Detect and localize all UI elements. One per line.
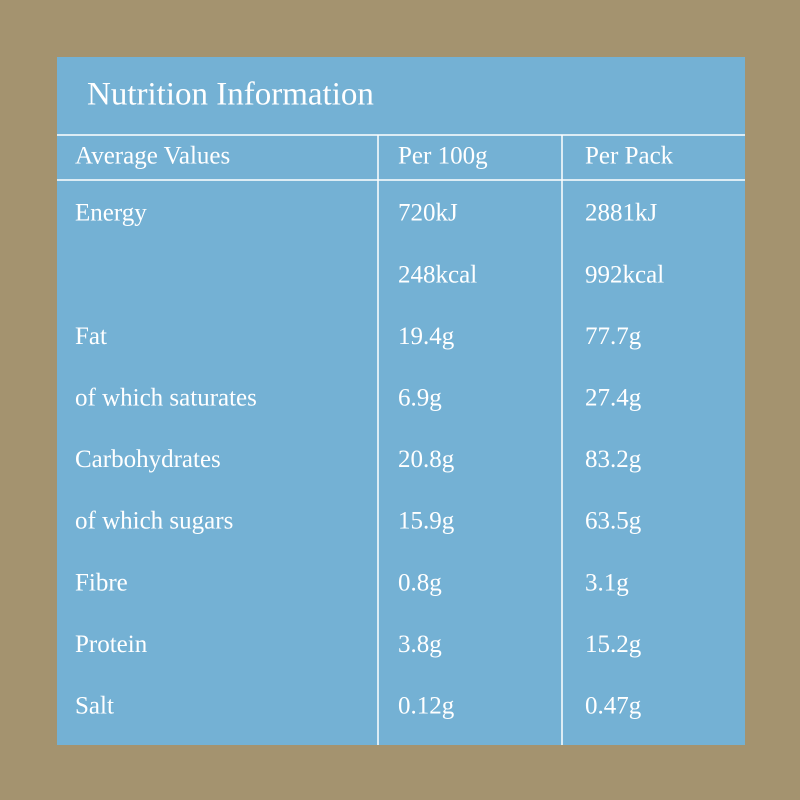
row-label: Salt xyxy=(75,693,114,720)
header-cell: Per 100g xyxy=(398,143,488,170)
row-label: Protein xyxy=(75,631,148,658)
row-label: Energy xyxy=(75,200,147,227)
row-value: 0.12g xyxy=(398,693,455,720)
row-label: Fat xyxy=(75,323,107,350)
row-value: 19.4g xyxy=(398,323,455,350)
row-label: Fibre xyxy=(75,569,128,596)
row-value: 83.2g xyxy=(585,446,642,473)
row-value: 77.7g xyxy=(585,323,642,350)
table-title: Nutrition Information xyxy=(87,77,374,113)
row-value: 992kcal xyxy=(585,261,664,288)
row-value: 0.8g xyxy=(398,569,442,596)
row-value: 3.8g xyxy=(398,631,442,658)
row-value: 3.1g xyxy=(585,569,629,596)
row-value: 15.9g xyxy=(398,508,455,535)
row-value: 2881kJ xyxy=(585,200,658,227)
row-label: Carbohydrates xyxy=(75,446,221,473)
header-cell: Per Pack xyxy=(585,143,674,170)
header-cell: Average Values xyxy=(75,143,230,170)
table-panel xyxy=(57,57,745,745)
row-value: 15.2g xyxy=(585,631,642,658)
row-value: 720kJ xyxy=(398,200,458,227)
row-value: 0.47g xyxy=(585,693,642,720)
row-label: of which saturates xyxy=(75,385,257,412)
row-value: 248kcal xyxy=(398,261,477,288)
row-value: 63.5g xyxy=(585,508,642,535)
row-value: 27.4g xyxy=(585,385,642,412)
row-value: 6.9g xyxy=(398,385,442,412)
row-value: 20.8g xyxy=(398,446,455,473)
row-label: of which sugars xyxy=(75,508,233,535)
